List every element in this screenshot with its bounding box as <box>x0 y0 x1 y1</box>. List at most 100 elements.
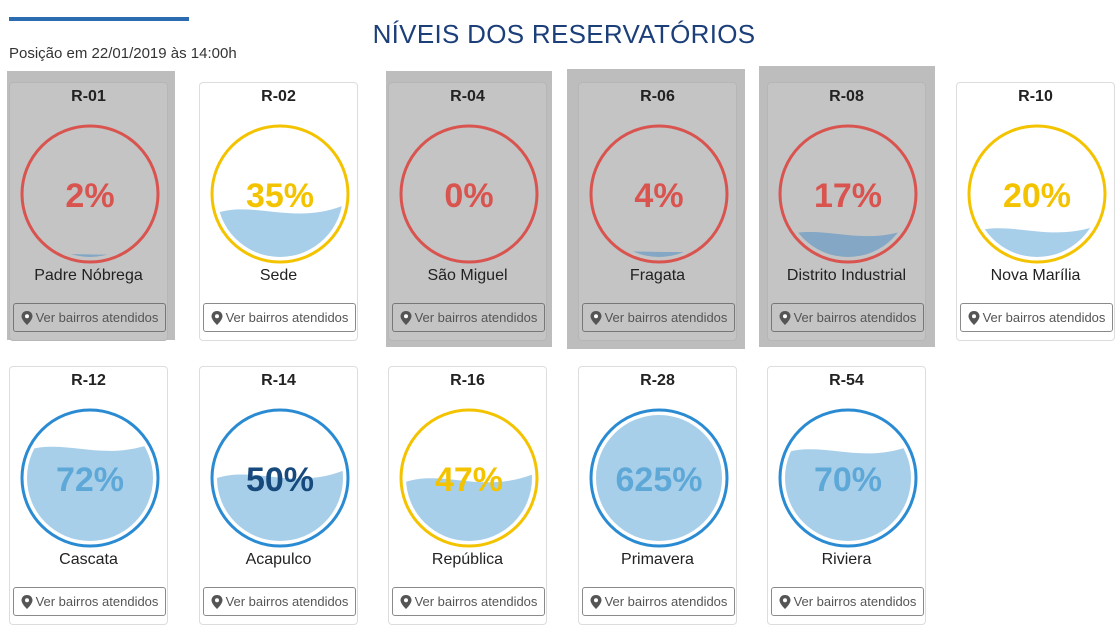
map-marker-icon <box>21 594 33 609</box>
map-marker-icon <box>590 594 602 609</box>
view-neighborhoods-button[interactable]: Ver bairros atendidos <box>960 303 1113 332</box>
map-marker-icon <box>590 310 602 325</box>
gauge-ring <box>210 124 350 264</box>
reservoir-code: R-28 <box>640 372 675 389</box>
position-timestamp: Posição em 22/01/2019 às 14:00h <box>9 45 237 62</box>
view-neighborhoods-button[interactable]: Ver bairros atendidos <box>203 587 356 616</box>
level-gauge: 47% <box>399 408 539 548</box>
reservoir-card: R-02 35% Sede Ver bairros atendidos <box>199 82 358 341</box>
water-fill <box>596 250 722 257</box>
header-accent-rule <box>9 17 189 21</box>
view-neighborhoods-label: Ver bairros atendidos <box>793 594 917 609</box>
reservoir-name: Primavera <box>621 551 694 568</box>
view-neighborhoods-label: Ver bairros atendidos <box>414 310 538 325</box>
reservoir-name: República <box>431 551 504 568</box>
gauge-ring <box>399 124 539 264</box>
level-gauge: 35% <box>210 124 350 264</box>
gauge-ring <box>20 408 160 548</box>
reservoir-name: Fragata <box>629 267 686 284</box>
view-neighborhoods-button[interactable]: Ver bairros atendidos <box>771 303 924 332</box>
water-fill <box>974 224 1100 257</box>
gauge-ring <box>399 408 539 548</box>
reservoir-card: R-54 70% Riviera Ver bairros atendidos <box>767 366 926 625</box>
view-neighborhoods-button[interactable]: Ver bairros atendidos <box>392 303 545 332</box>
reservoir-card: R-08 17% Distrito Industrial Ver bairros at… <box>767 82 926 341</box>
reservoir-name: Padre Nóbrega <box>34 267 143 284</box>
level-percent: 625% <box>616 461 703 499</box>
water-fill <box>406 474 532 541</box>
level-gauge: 50% <box>210 408 350 548</box>
level-gauge: 625% <box>589 408 729 548</box>
reservoir-code: R-08 <box>829 88 864 105</box>
water-fill <box>596 415 722 541</box>
view-neighborhoods-button[interactable]: Ver bairros atendidos <box>582 587 735 616</box>
reservoir-name: São Miguel <box>427 267 508 284</box>
level-gauge: 20% <box>967 124 1107 264</box>
level-gauge: 17% <box>778 124 918 264</box>
reservoir-code: R-54 <box>829 372 864 389</box>
reservoir-name: Sede <box>259 267 298 284</box>
reservoir-code: R-12 <box>71 372 106 389</box>
level-gauge: 0% <box>399 124 539 264</box>
gauge-ring <box>778 408 918 548</box>
level-gauge: 70% <box>778 408 918 548</box>
view-neighborhoods-button[interactable]: Ver bairros atendidos <box>203 303 356 332</box>
view-neighborhoods-button[interactable]: Ver bairros atendidos <box>392 587 545 616</box>
reservoir-code: R-10 <box>1018 88 1053 105</box>
level-gauge: 4% <box>589 124 729 264</box>
view-neighborhoods-label: Ver bairros atendidos <box>225 594 349 609</box>
level-percent: 4% <box>634 177 683 215</box>
water-fill <box>785 228 911 257</box>
water-fill <box>217 205 343 257</box>
level-gauge: 2% <box>20 124 160 264</box>
gauge-ring <box>589 124 729 264</box>
level-percent: 35% <box>246 177 314 215</box>
view-neighborhoods-label: Ver bairros atendidos <box>225 310 349 325</box>
level-percent: 17% <box>814 177 882 215</box>
gauge-ring <box>210 408 350 548</box>
reservoir-code: R-16 <box>450 372 485 389</box>
view-neighborhoods-button[interactable]: Ver bairros atendidos <box>13 587 166 616</box>
water-fill <box>27 253 153 257</box>
view-neighborhoods-label: Ver bairros atendidos <box>414 594 538 609</box>
level-percent: 72% <box>56 461 124 499</box>
reservoir-card: R-06 4% Fragata Ver bairros atendidos <box>578 82 737 341</box>
reservoir-code: R-06 <box>640 88 675 105</box>
reservoir-card: R-04 0% São Miguel Ver bairros atendidos <box>388 82 547 341</box>
map-marker-icon <box>779 310 791 325</box>
reservoir-card: R-14 50% Acapulco Ver bairros atendidos <box>199 366 358 625</box>
view-neighborhoods-label: Ver bairros atendidos <box>604 594 728 609</box>
map-marker-icon <box>211 594 223 609</box>
level-percent: 20% <box>1003 177 1071 215</box>
reservoir-name: Cascata <box>59 551 118 568</box>
map-marker-icon <box>211 310 223 325</box>
view-neighborhoods-button[interactable]: Ver bairros atendidos <box>13 303 166 332</box>
view-neighborhoods-button[interactable]: Ver bairros atendidos <box>582 303 735 332</box>
gauge-ring <box>778 124 918 264</box>
level-percent: 0% <box>444 177 493 215</box>
reservoir-code: R-14 <box>261 372 296 389</box>
level-percent: 2% <box>65 177 114 215</box>
level-percent: 47% <box>435 461 503 499</box>
view-neighborhoods-label: Ver bairros atendidos <box>982 310 1106 325</box>
reservoir-card: R-28 625% Primavera Ver bairros atendidos <box>578 366 737 625</box>
reservoir-code: R-01 <box>71 88 106 105</box>
reservoir-name: Riviera <box>821 551 872 568</box>
reservoir-card: R-16 47% República Ver bairros atendidos <box>388 366 547 625</box>
reservoir-name: Distrito Industrial <box>786 267 907 284</box>
view-neighborhoods-button[interactable]: Ver bairros atendidos <box>771 587 924 616</box>
page-title: NÍVEIS DOS RESERVATÓRIOS <box>372 19 756 49</box>
level-gauge: 72% <box>20 408 160 548</box>
map-marker-icon <box>400 310 412 325</box>
view-neighborhoods-label: Ver bairros atendidos <box>35 594 159 609</box>
level-percent: 50% <box>246 461 314 499</box>
map-marker-icon <box>968 310 980 325</box>
view-neighborhoods-label: Ver bairros atendidos <box>604 310 728 325</box>
reservoir-card: R-12 72% Cascata Ver bairros atendidos <box>9 366 168 625</box>
view-neighborhoods-label: Ver bairros atendidos <box>793 310 917 325</box>
map-marker-icon <box>779 594 791 609</box>
gauge-ring <box>20 124 160 264</box>
reservoir-card: R-01 2% Padre Nóbrega Ver bairros atendidos <box>9 82 168 341</box>
water-fill <box>785 445 911 541</box>
gauge-ring <box>967 124 1107 264</box>
